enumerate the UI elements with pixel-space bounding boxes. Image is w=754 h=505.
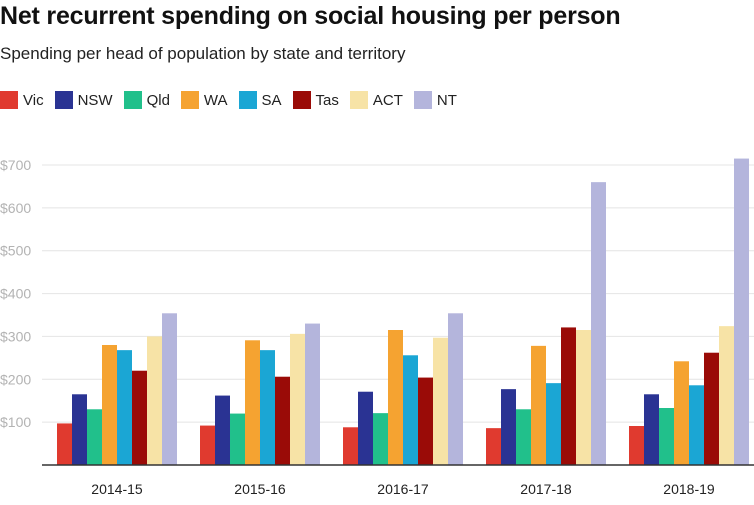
y-tick-label: $700 [0,157,31,173]
legend-swatch [0,91,18,109]
bar-vic [200,425,215,465]
legend-item-qld: Qld [123,91,170,109]
bar-qld [373,413,388,465]
x-tick-label: 2016-17 [377,481,429,497]
bar-qld [516,409,531,465]
bar-sa [689,385,704,465]
chart-title: Net recurrent spending on social housing… [0,2,621,30]
bar-qld [87,409,102,465]
legend-swatch [349,91,368,109]
bar-wa [102,345,117,465]
bar-nt [448,313,463,465]
bar-act [433,337,448,465]
bar-nsw [72,394,87,465]
bar-wa [245,340,260,465]
bar-tas [561,327,576,465]
x-tick-label: 2017-18 [520,481,572,497]
bar-qld [659,408,674,465]
bar-tas [132,370,147,465]
bar-wa [531,345,546,465]
bar-nt [305,323,320,465]
legend-label: NSW [77,91,113,109]
legend-item-wa: WA [180,91,228,109]
legend-swatch [180,91,199,109]
legend-label: Tas [315,91,339,109]
legend-label: WA [203,91,228,109]
x-tick-label: 2015-16 [234,481,286,497]
bar-tas [275,376,290,465]
bar-vic [629,426,644,465]
bar-nt [591,182,606,465]
y-tick-label: $200 [0,371,31,387]
bar-tas [418,377,433,465]
y-tick-label: $400 [0,286,31,302]
legend-swatch [54,91,73,109]
legend-swatch [123,91,142,109]
legend-swatch [238,91,257,109]
bar-wa [388,330,403,465]
bar-sa [260,350,275,465]
y-tick-label: $100 [0,414,31,430]
bar-act [290,333,305,465]
bar-nt [162,313,177,465]
legend-label: NT [436,91,457,109]
x-tick-label: 2018-19 [663,481,715,497]
bar-nsw [644,394,659,465]
legend-label: SA [261,91,282,109]
bar-vic [343,427,358,465]
legend-item-sa: SA [238,91,282,109]
y-tick-label: $500 [0,243,31,259]
bar-nt [734,158,749,466]
bar-tas [704,352,719,465]
bar-wa [674,361,689,465]
legend-swatch [413,91,432,109]
legend-label: ACT [372,91,403,109]
bar-act [576,330,591,465]
bar-sa [546,383,561,465]
legend-item-vic: Vic [0,91,44,109]
y-tick-label: $600 [0,200,31,216]
legend: Vic NSW Qld WA SA Tas ACT NT [0,91,468,109]
bar-act [147,336,162,465]
bar-vic [486,428,501,465]
bar-sa [403,355,418,465]
bar-vic [57,423,72,465]
legend-item-nt: NT [413,91,457,109]
legend-swatch [292,91,311,109]
legend-item-tas: Tas [292,91,339,109]
bar-nsw [501,389,516,465]
legend-label: Qld [146,91,170,109]
chart-subtitle: Spending per head of population by state… [0,44,406,63]
x-tick-label: 2014-15 [91,481,143,497]
bar-qld [230,413,245,465]
y-tick-label: $300 [0,328,31,344]
bar-nsw [358,391,373,465]
legend-item-nsw: NSW [54,91,113,109]
legend-item-act: ACT [349,91,403,109]
bar-act [719,326,734,465]
legend-label: Vic [23,91,44,109]
bar-sa [117,350,132,465]
bar-nsw [215,395,230,465]
